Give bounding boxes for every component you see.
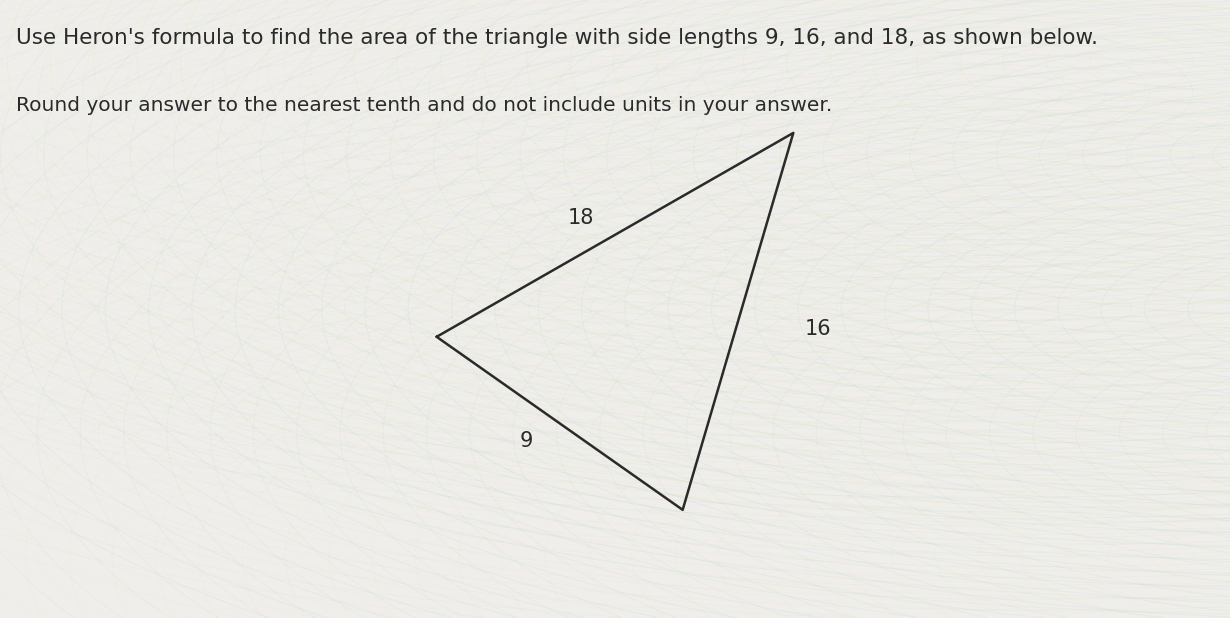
Text: Round your answer to the nearest tenth and do not include units in your answer.: Round your answer to the nearest tenth a…: [16, 96, 833, 115]
Text: Use Heron's formula to find the area of the triangle with side lengths 9, 16, an: Use Heron's formula to find the area of …: [16, 28, 1098, 48]
Text: 18: 18: [567, 208, 594, 227]
Text: 9: 9: [520, 431, 533, 451]
Text: 16: 16: [804, 319, 831, 339]
